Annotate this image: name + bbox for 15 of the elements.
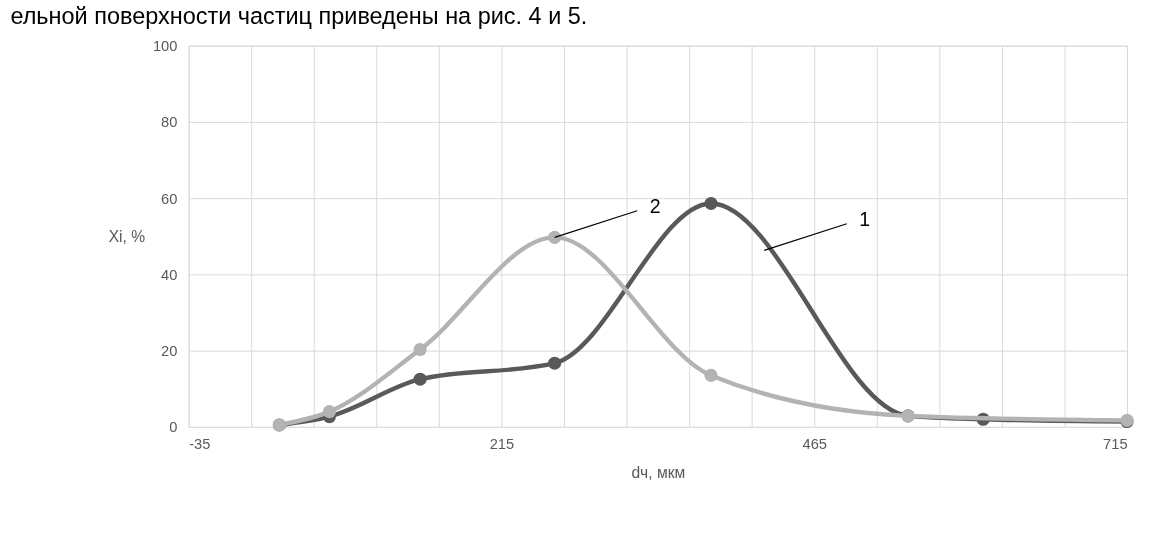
text: ельной поверхности частиц приведены на рис. 4 и 5. <box>10 3 588 30</box>
y-tick-label: 60 <box>161 190 178 207</box>
x-tick-label: -35 <box>189 435 211 452</box>
x-axis-title: dч, мкм <box>631 464 686 482</box>
y-tick-label: 20 <box>161 343 178 360</box>
y-tick-label: 0 <box>169 419 178 436</box>
annotation: 1 <box>859 207 871 230</box>
x-tick-label: 215 <box>489 435 515 452</box>
y-axis-title: Xi, % <box>108 227 146 245</box>
y-tick-label: 40 <box>161 266 178 283</box>
y-tick-label: 80 <box>161 114 178 131</box>
annotation: 2 <box>649 194 661 217</box>
y-tick-label: 100 <box>152 38 178 55</box>
x-tick-label: 715 <box>1103 435 1128 452</box>
x-tick-label: 465 <box>802 435 827 452</box>
